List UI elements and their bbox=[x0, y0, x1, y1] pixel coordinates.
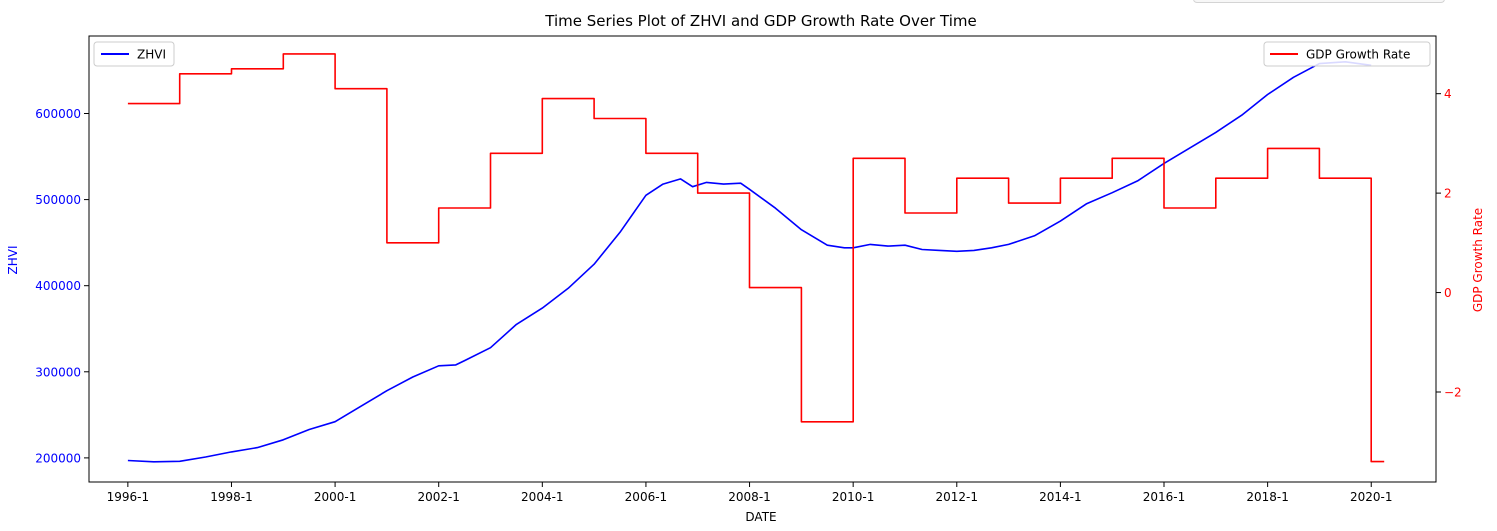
legend-gdp: GDP Growth Rate bbox=[1263, 41, 1431, 67]
x-tick-label: 2000-1 bbox=[314, 490, 357, 504]
x-tick-label: 2010-1 bbox=[832, 490, 875, 504]
y-left-axis: 200000 300000 400000 500000 600000 bbox=[35, 107, 89, 465]
series-line-gdp-growth-rate bbox=[127, 53, 1385, 463]
y-right-axis: −2 0 2 4 bbox=[1436, 87, 1462, 400]
x-tick-label: 2012-1 bbox=[936, 490, 979, 504]
y-left-axis-label: ZHVI bbox=[6, 246, 20, 275]
chart-title: Time Series Plot of ZHVI and GDP Growth … bbox=[544, 12, 976, 30]
series-line-zhvi bbox=[127, 60, 1372, 463]
plot-area-frame bbox=[88, 35, 1437, 483]
y-right-tick-label: −2 bbox=[1444, 386, 1462, 400]
y-left-tick-label: 200000 bbox=[35, 451, 81, 465]
x-tick-label: 2006-1 bbox=[625, 490, 668, 504]
x-tick-label: 2016-1 bbox=[1143, 490, 1186, 504]
y-right-tick-label: 2 bbox=[1444, 187, 1452, 201]
x-tick-label: 2002-1 bbox=[417, 490, 460, 504]
legend-zhvi-label: ZHVI bbox=[137, 48, 166, 62]
y-left-tick-label: 300000 bbox=[35, 365, 81, 379]
legend-gdp-label: GDP Growth Rate bbox=[1306, 48, 1410, 62]
legend-zhvi: ZHVI bbox=[93, 41, 175, 67]
y-left-tick-label: 600000 bbox=[35, 107, 81, 121]
y-left-tick-label: 500000 bbox=[35, 193, 81, 207]
x-tick-label: 2020-1 bbox=[1350, 490, 1393, 504]
x-axis: 1996-1 1998-1 2000-1 2002-1 2004-1 2006-1 2008… bbox=[107, 482, 1393, 504]
y-left-tick-label: 400000 bbox=[35, 279, 81, 293]
x-tick-label: 2004-1 bbox=[521, 490, 564, 504]
x-tick-label: 2008-1 bbox=[728, 490, 771, 504]
y-right-axis-label: GDP Growth Rate bbox=[1471, 208, 1485, 312]
x-tick-label: 2014-1 bbox=[1039, 490, 1082, 504]
x-tick-label: 2018-1 bbox=[1246, 490, 1289, 504]
y-right-tick-label: 0 bbox=[1444, 286, 1452, 300]
x-tick-label: 1996-1 bbox=[107, 490, 150, 504]
x-axis-label: DATE bbox=[745, 510, 776, 524]
x-tick-label: 1998-1 bbox=[210, 490, 253, 504]
legend-zhvi-box bbox=[93, 41, 175, 67]
y-right-tick-label: 4 bbox=[1444, 87, 1452, 101]
legend-gdp-box bbox=[1263, 41, 1431, 67]
